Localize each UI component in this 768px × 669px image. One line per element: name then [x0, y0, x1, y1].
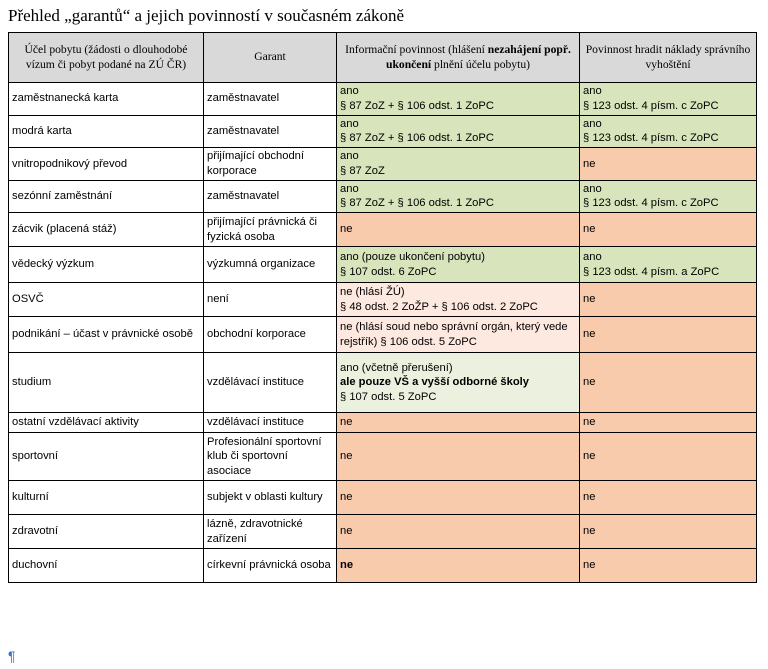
cell-guarantor: zaměstnavatel — [203, 82, 337, 116]
cell-info: ano § 87 ZoZ + § 106 odst. 1 ZoPC — [336, 114, 580, 149]
cell-info: ano (pouze ukončení pobytu) § 107 odst. 6… — [336, 246, 580, 284]
table-row: ostatní vzdělávací aktivity vzdělávací i… — [8, 412, 757, 434]
cell-cost: ano § 123 odst. 4 písm. c ZoPC — [579, 179, 757, 214]
cell-info: ne — [336, 514, 580, 550]
cell-cost: ne — [579, 548, 757, 584]
cell-purpose: kulturní — [8, 480, 204, 516]
table-row: duchovní církevní právnická osoba ne ne — [8, 548, 757, 584]
cell-info: ne — [336, 480, 580, 516]
cell-cost: ne — [579, 212, 757, 248]
cell-purpose: sportovní — [8, 432, 204, 482]
cell-purpose: vnitropodnikový převod — [8, 147, 204, 181]
cell-purpose: zaměstnanecká karta — [8, 82, 204, 116]
header-info-duty: Informační povinnost (hlášení nezahájení… — [336, 32, 580, 83]
cell-info: ano § 87 ZoZ — [336, 147, 580, 181]
cell-purpose: ostatní vzdělávací aktivity — [8, 412, 204, 434]
table-row: zaměstnanecká karta zaměstnavatel ano § 8… — [8, 82, 757, 116]
cell-cost: ano § 123 odst. 4 písm. a ZoPC — [579, 246, 757, 284]
header-cost-duty: Povinnost hradit náklady správního vyhoš… — [579, 32, 757, 83]
header-guarantor: Garant — [203, 32, 337, 83]
cell-purpose: podnikání – účast v právnické osobě — [8, 316, 204, 354]
cell-guarantor: církevní právnická osoba — [203, 548, 337, 584]
cell-info: ne (hlásí soud nebo správní orgán, který… — [336, 316, 580, 354]
table-row: podnikání – účast v právnické osobě obch… — [8, 316, 757, 354]
cell-purpose: OSVČ — [8, 282, 204, 318]
cell-cost: ne — [579, 412, 757, 434]
cell-purpose: modrá karta — [8, 114, 204, 149]
cell-purpose: zdravotní — [8, 514, 204, 550]
cell-guarantor: přijímající obchodní korporace — [203, 147, 337, 181]
cell-cost: ano § 123 odst. 4 písm. c ZoPC — [579, 82, 757, 116]
cell-guarantor: vzdělávací instituce — [203, 352, 337, 414]
cell-info: ano § 87 ZoZ + § 106 odst. 1 ZoPC — [336, 82, 580, 116]
cell-info: ano (včetně přerušení) ale pouze VŠ a vyš… — [336, 352, 580, 414]
cell-cost: ne — [579, 432, 757, 482]
cell-guarantor: subjekt v oblasti kultury — [203, 480, 337, 516]
header-purpose: Účel pobytu (žádosti o dlouhodobé vízum … — [8, 32, 204, 83]
table-row: zdravotní lázně, zdravotnické zařízení n… — [8, 514, 757, 550]
cell-purpose: studium — [8, 352, 204, 414]
cell-info: ne — [336, 412, 580, 434]
cell-guarantor: není — [203, 282, 337, 318]
cell-guarantor: lázně, zdravotnické zařízení — [203, 514, 337, 550]
table-row: zácvik (placená stáž) přijímající právni… — [8, 212, 757, 248]
cell-info: ne — [336, 432, 580, 482]
cell-cost: ne — [579, 514, 757, 550]
cell-guarantor: přijímající právnická či fyzická osoba — [203, 212, 337, 248]
cell-cost: ne — [579, 316, 757, 354]
cell-guarantor: zaměstnavatel — [203, 114, 337, 149]
table-row: studium vzdělávací instituce ano (včetně… — [8, 352, 757, 414]
cell-cost: ne — [579, 282, 757, 318]
table-row: OSVČ není ne (hlásí ŽÚ) § 48 odst. 2 ZoŽP… — [8, 282, 757, 318]
cell-purpose: duchovní — [8, 548, 204, 584]
cell-cost: ano § 123 odst. 4 písm. c ZoPC — [579, 114, 757, 149]
table-row: modrá karta zaměstnavatel ano § 87 ZoZ + … — [8, 114, 757, 149]
cell-info: ne (hlásí ŽÚ) § 48 odst. 2 ZoŽP + § 106 o… — [336, 282, 580, 318]
cell-purpose: vědecký výzkum — [8, 246, 204, 284]
cell-info: ne — [336, 548, 580, 584]
cell-guarantor: zaměstnavatel — [203, 179, 337, 214]
cell-guarantor: obchodní korporace — [203, 316, 337, 354]
cell-cost: ne — [579, 352, 757, 414]
cell-info: ne — [336, 212, 580, 248]
guarantors-table: Účel pobytu (žádosti o dlouhodobé vízum … — [8, 32, 757, 584]
cell-guarantor: vzdělávací instituce — [203, 412, 337, 434]
table-header-row: Účel pobytu (žádosti o dlouhodobé vízum … — [8, 32, 757, 83]
table-row: vědecký výzkum výzkumná organizace ano (… — [8, 246, 757, 284]
cell-guarantor: Profesionální sportovní klub či sportovn… — [203, 432, 337, 482]
cell-info: ano § 87 ZoZ + § 106 odst. 1 ZoPC — [336, 179, 580, 214]
cell-guarantor: výzkumná organizace — [203, 246, 337, 284]
table-row: kulturní subjekt v oblasti kultury ne ne — [8, 480, 757, 516]
document-title: Přehled „garantů“ a jejich povinností v … — [8, 6, 405, 25]
cell-purpose: sezónní zaměstnání — [8, 179, 204, 214]
cell-purpose: zácvik (placená stáž) — [8, 212, 204, 248]
cell-cost: ne — [579, 480, 757, 516]
table-row: vnitropodnikový převod přijímající obcho… — [8, 147, 757, 181]
table-row: sportovní Profesionální sportovní klub č… — [8, 432, 757, 482]
cell-cost: ne — [579, 147, 757, 181]
table-row: sezónní zaměstnání zaměstnavatel ano § 87… — [8, 179, 757, 214]
paragraph-mark: ¶ — [8, 648, 16, 664]
